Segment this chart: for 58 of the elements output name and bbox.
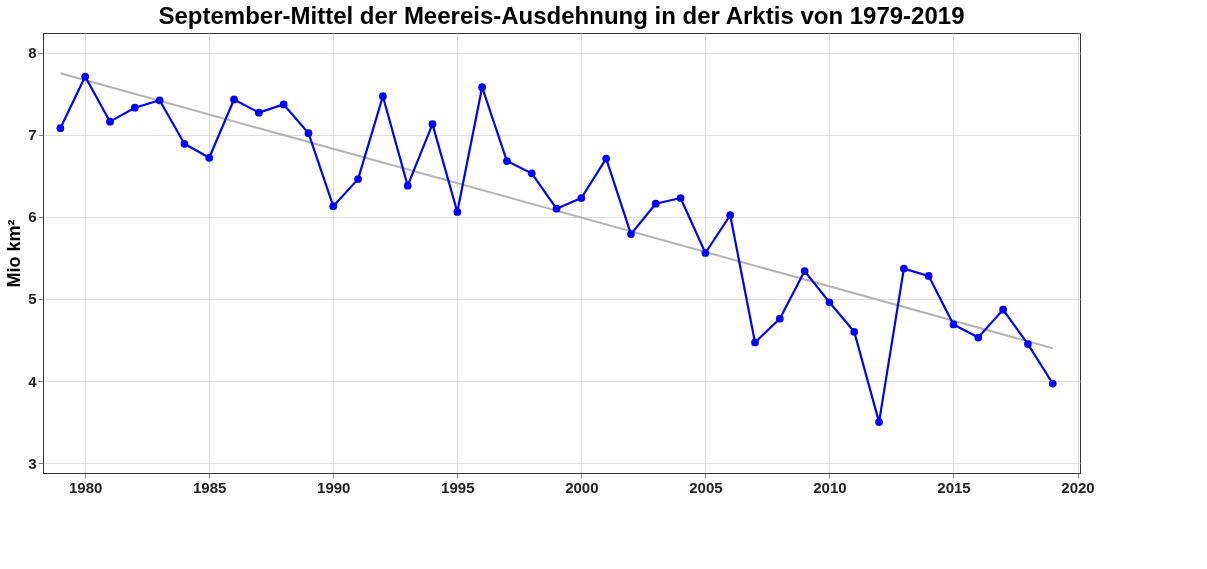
x-tick-label: 2020 xyxy=(1061,478,1095,496)
x-tick-label: 2015 xyxy=(937,478,971,496)
point xyxy=(478,83,486,92)
point xyxy=(304,129,313,138)
point xyxy=(627,230,635,238)
point xyxy=(403,181,412,190)
point xyxy=(205,153,214,162)
chart-title: September-Mittel der Meereis-Ausdehnung in der Arktis von 1979-2019 xyxy=(158,2,965,29)
point xyxy=(775,314,784,323)
point xyxy=(329,202,338,211)
point xyxy=(676,194,685,202)
y-tick-label: 4 xyxy=(28,372,38,390)
point xyxy=(924,272,933,280)
point xyxy=(453,208,462,216)
point xyxy=(974,333,983,342)
y-tick-label: 6 xyxy=(28,208,37,226)
point xyxy=(825,298,834,307)
x-tick-label: 1995 xyxy=(441,478,475,496)
point xyxy=(875,418,883,426)
y-tick-label: 3 xyxy=(28,454,37,472)
point xyxy=(552,204,561,213)
point xyxy=(800,267,809,275)
y-tick-label: 7 xyxy=(28,126,37,144)
point xyxy=(1048,379,1057,388)
point xyxy=(651,199,660,208)
point xyxy=(379,92,387,101)
point xyxy=(999,305,1007,314)
x-tick-label: 1985 xyxy=(193,478,227,496)
y-tick-label: 8 xyxy=(28,44,37,62)
x-tick-label: 2010 xyxy=(813,478,847,496)
point xyxy=(726,211,735,220)
point xyxy=(850,327,859,336)
point xyxy=(354,175,362,183)
point xyxy=(602,154,611,163)
point xyxy=(428,120,437,128)
point xyxy=(81,72,90,81)
point xyxy=(180,139,189,148)
point xyxy=(577,194,586,202)
point xyxy=(1024,340,1032,348)
x-tick-label: 1980 xyxy=(68,478,103,496)
point xyxy=(155,96,164,105)
point xyxy=(899,264,908,273)
point xyxy=(106,117,114,126)
x-tick-label: 2005 xyxy=(689,478,723,496)
point xyxy=(56,124,65,133)
point xyxy=(279,100,288,109)
point xyxy=(230,95,238,104)
point xyxy=(503,157,511,165)
x-tick-label: 2000 xyxy=(565,478,599,496)
point xyxy=(701,249,710,257)
y-tick-label: 5 xyxy=(28,290,37,308)
point xyxy=(254,108,263,117)
point xyxy=(527,169,536,178)
x-tick-label: 1990 xyxy=(317,478,351,496)
point xyxy=(949,320,958,329)
point xyxy=(751,338,759,347)
point xyxy=(130,103,139,112)
y-axis-title: Mio km² xyxy=(4,219,25,288)
